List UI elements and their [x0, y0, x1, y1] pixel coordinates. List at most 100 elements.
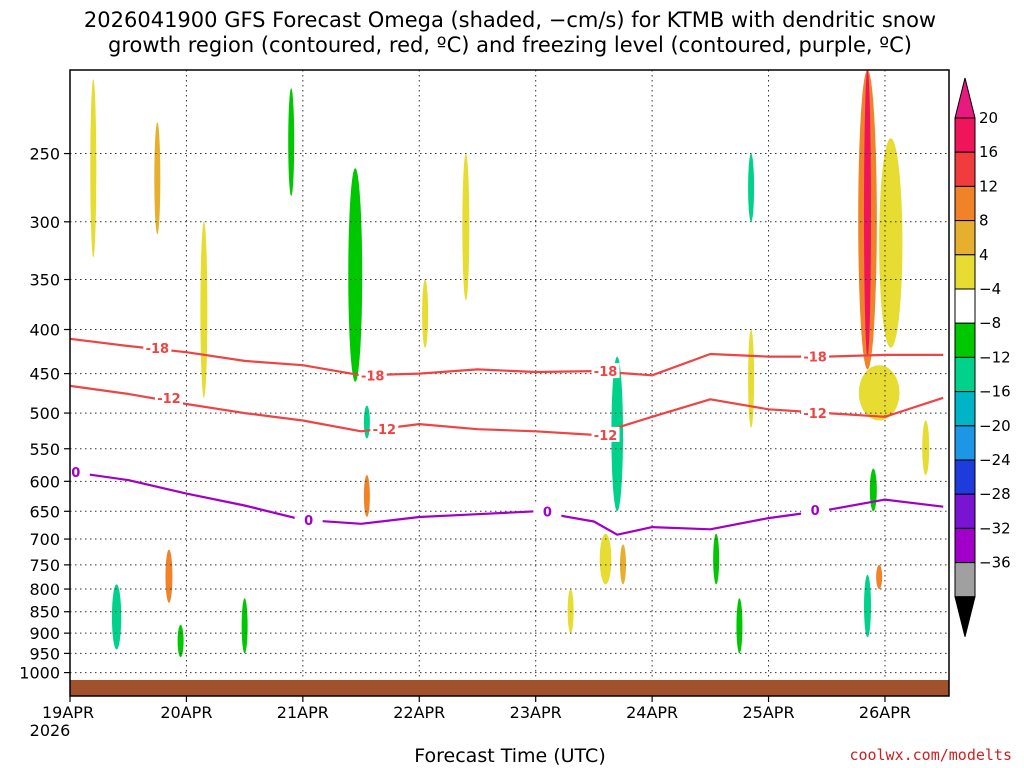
colorbar-level-label: −32	[979, 519, 1011, 537]
omega-patch	[288, 88, 295, 196]
colorbar-level-label: −4	[979, 280, 1001, 298]
omega-patch	[864, 70, 871, 357]
contour-label-bg	[154, 389, 183, 405]
contour-label: -12	[373, 423, 397, 438]
contour-label-bg	[358, 367, 387, 383]
omega-patch	[241, 598, 248, 654]
y-axis-pressure: 250 300 350 400 450 500 550 600 650 700 750 800 850 9…	[19, 145, 70, 683]
contour-label-bg	[801, 405, 830, 421]
colorbar-level-label: 20	[979, 109, 998, 127]
colorbar-segment	[954, 322, 976, 358]
x-tick-label: 23APR	[510, 703, 562, 722]
colorbar-segment	[954, 254, 976, 290]
omega-patch	[599, 533, 612, 585]
colorbar-segment	[954, 151, 976, 187]
contour-label-bg	[591, 363, 620, 379]
contour-label-bg	[61, 463, 90, 479]
contour-label: 0	[811, 504, 820, 519]
omega-patch	[348, 168, 363, 382]
contour-label: 0	[543, 505, 552, 520]
y-tick-label: 400	[29, 321, 60, 340]
contour-line	[69, 337, 944, 377]
contour-label-bg	[801, 502, 830, 518]
colorbar-level-label: 8	[979, 212, 989, 230]
y-tick-label: 900	[29, 624, 60, 643]
omega-patch	[165, 549, 173, 603]
contour-label: -18	[594, 365, 618, 380]
y-tick-label: 650	[29, 502, 60, 521]
omega-patch	[578, 138, 586, 311]
y-tick-label: 300	[29, 213, 60, 232]
omega-patch	[869, 468, 877, 512]
y-tick-label: 950	[29, 644, 60, 663]
contour-line	[69, 384, 944, 436]
omega-patch	[462, 153, 470, 301]
y-tick-label: 550	[29, 440, 60, 459]
colorbar-segment	[954, 527, 976, 564]
omega-patch	[90, 79, 97, 258]
omega-patch	[111, 584, 122, 650]
y-tick-label: 1000	[19, 664, 60, 683]
y-tick-label: 750	[29, 556, 60, 575]
contour-label-bg	[370, 421, 399, 437]
colorbar-segment	[954, 288, 976, 324]
y-tick-label: 450	[29, 365, 60, 384]
colorbar-segment	[954, 185, 976, 222]
colorbar-segment	[954, 493, 976, 529]
omega-patch	[177, 624, 184, 658]
omega-patch	[736, 598, 743, 654]
contour-label: -12	[157, 392, 181, 407]
colorbar-segment	[954, 459, 976, 495]
colorbar-segment	[954, 220, 976, 256]
ground-terrain-band	[70, 680, 949, 696]
omega-patch	[864, 574, 871, 638]
contour-label: 0	[71, 466, 80, 481]
omega-patch	[748, 153, 755, 222]
colorbar-segment	[954, 356, 976, 393]
omega-patch	[363, 405, 370, 439]
omega-patch	[879, 138, 903, 348]
x-tick-label: 25APR	[743, 703, 795, 722]
colorbar-level-label: −36	[979, 554, 1011, 572]
omega-patch	[422, 279, 429, 348]
plot-background	[70, 70, 949, 696]
omega-patch	[616, 70, 630, 357]
omega-patch	[922, 420, 930, 476]
contour-label-bg	[801, 348, 830, 364]
x-axis-time: 19APR 20APR 21APR 22APR 23APR 24APR 25APR 26APR	[42, 696, 911, 722]
omega-patch	[567, 589, 574, 634]
contour-label: -18	[361, 369, 385, 384]
contour-label: -12	[803, 407, 827, 422]
colorbar-segment	[954, 425, 976, 461]
omega-patch	[200, 221, 208, 398]
y-tick-label: 700	[29, 530, 60, 549]
y-tick-label: 350	[29, 271, 60, 290]
x-tick-label: 24APR	[626, 703, 678, 722]
contour-label: 0	[304, 514, 313, 529]
contour-label-bg	[591, 426, 620, 442]
x-axis-title: Forecast Time (UTC)	[414, 745, 605, 767]
x-tick-label: 20APR	[160, 703, 212, 722]
x-tick-label: 19APR	[42, 703, 94, 722]
omega-patch	[748, 329, 755, 428]
colorbar-level-label: −12	[979, 348, 1011, 366]
y-tick-label: 600	[29, 472, 60, 491]
colorbar-level-label: 4	[979, 246, 989, 264]
omega-patch	[363, 475, 370, 518]
contour-label: -18	[803, 351, 827, 366]
colorbar-level-label: −16	[979, 383, 1011, 401]
colorbar-segment	[954, 562, 976, 598]
credit-link[interactable]: coolwx.com/modelts	[849, 746, 1012, 764]
contour-label-bg	[143, 339, 172, 355]
contour-label-bg	[533, 503, 562, 519]
x-axis-year-label: 2026	[30, 721, 71, 740]
omega-patch	[876, 564, 883, 590]
colorbar-level-label: −20	[979, 417, 1011, 435]
colorbar-bottom-arrow	[954, 596, 976, 637]
omega-patch	[858, 365, 900, 421]
omega-patch	[620, 544, 627, 585]
plot-frame	[69, 69, 950, 697]
chart-title-line-2: growth region (contoured, red, ºC) and f…	[108, 33, 912, 57]
colorbar-level-label: 12	[979, 177, 998, 195]
